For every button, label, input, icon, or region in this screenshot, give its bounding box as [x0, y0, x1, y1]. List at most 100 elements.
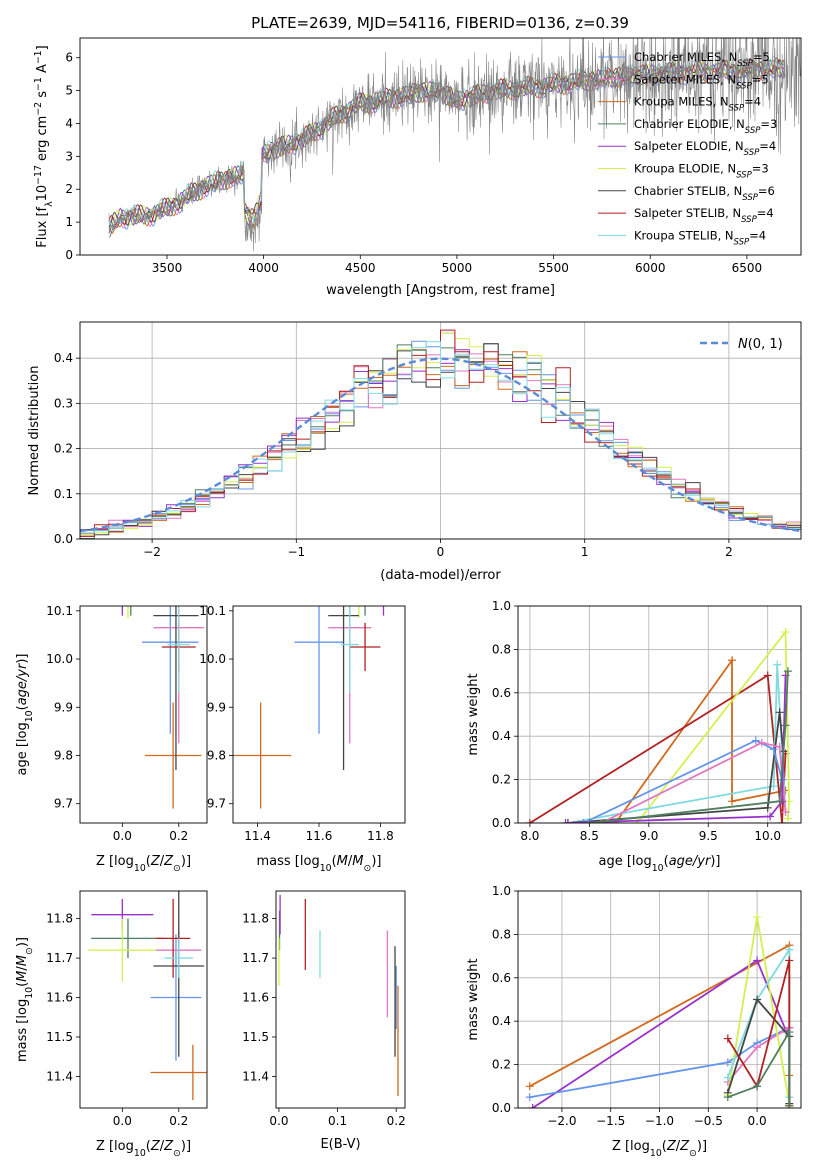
massweight-point-marker: [723, 1073, 732, 1082]
massweight-point-marker: [785, 945, 794, 954]
label-part: ]: [35, 45, 50, 50]
label-part: Kroupa ELODIE, N: [634, 162, 736, 176]
massweight-point-marker: [585, 819, 594, 823]
y-tick-label: 10.1: [199, 604, 226, 618]
x-axis-label: wavelength [Angstrom, rest frame]: [326, 283, 555, 298]
y-tick-label: 0.2: [54, 442, 73, 456]
y-tick-label: 0.4: [54, 351, 73, 365]
massweight-series-line: [727, 1028, 791, 1106]
label-part: Kroupa MILES, N: [634, 95, 729, 109]
label-part: 10: [652, 863, 664, 874]
massweight-series-line: [567, 712, 785, 823]
legend-label: Salpeter STELIB, NSSP=4: [634, 206, 774, 225]
label-part: (: [664, 854, 669, 869]
label-part: (: [332, 854, 337, 869]
label-part: /: [160, 1139, 165, 1154]
label-part: )]: [371, 854, 381, 869]
massweight-point-marker: [773, 660, 782, 669]
massweight-point-marker: [757, 738, 766, 747]
label-part: ⊙: [689, 1148, 697, 1159]
label-part: Z: [150, 1139, 161, 1154]
figure-title: PLATE=2639, MJD=54116, FIBERID=0136, z=0…: [251, 14, 629, 32]
spectrum-plot-area: [108, 38, 801, 252]
label-part: SSP: [729, 104, 745, 114]
x-tick-label: 9.5: [699, 829, 718, 843]
massweight-point-marker: [775, 797, 784, 806]
label-part: (: [15, 705, 30, 710]
label-part: )]: [15, 653, 30, 663]
label-part: Kroupa STELIB, N: [634, 228, 734, 242]
legend-label: Salpeter ELODIE, NSSP=4: [634, 139, 776, 158]
label-part: 10: [320, 863, 332, 874]
label-part: age/yr: [15, 662, 30, 705]
x-tick-label: 9.0: [639, 829, 658, 843]
normal-distribution-curve: [80, 357, 801, 533]
massweight-point-marker: [579, 819, 588, 823]
y-tick-label: 11.6: [46, 991, 73, 1005]
histogram-step-line: [80, 341, 801, 534]
y-tick-label: 1.0: [492, 884, 511, 898]
legend-label: Chabrier ELODIE, NSSP=3: [634, 117, 777, 136]
label-part: −1: [33, 50, 44, 64]
y-tick-label: 0.8: [492, 927, 511, 941]
x-tick-label: −1.5: [596, 1114, 625, 1128]
label-part: M: [352, 854, 363, 869]
label-part: Z: [163, 854, 174, 869]
x-tick-label: −1: [287, 545, 305, 559]
label-part: SSP: [736, 81, 752, 91]
axes-frame: [79, 37, 802, 256]
x-axis-label: E(B-V): [320, 1137, 360, 1152]
label-part: SSP: [737, 59, 753, 69]
label-part: s: [35, 91, 50, 102]
y-tick-label: 11.5: [46, 1030, 73, 1044]
massweight-point-marker: [783, 814, 792, 823]
y-tick-label: 0.2: [492, 773, 511, 787]
x-axis-label: Z [log10(Z/Z⊙)]: [96, 1139, 191, 1159]
axes-frame: [517, 605, 802, 824]
axes-frame: [79, 890, 208, 1109]
label-part: Z: [163, 1139, 174, 1154]
y-axis-label: mass weight: [466, 958, 481, 1040]
legend-label: Kroupa MILES, NSSP=4: [634, 95, 761, 114]
y-tick-label: 0.0: [492, 1101, 511, 1115]
y-axis-label: mass weight: [466, 673, 481, 755]
axes-frame: [232, 605, 406, 824]
label-part: /: [15, 966, 30, 971]
y-tick-label: 0.3: [54, 396, 73, 410]
x-tick-label: 0.2: [169, 829, 188, 843]
y-tick-label: 6: [65, 51, 73, 65]
y-axis-label: Flux [fλ10−17 erg cm−2 s−1 A−1]: [33, 45, 55, 247]
label-part: SSP: [742, 193, 758, 203]
massweight-plot-area: [525, 628, 794, 823]
x-tick-label: −0.5: [694, 1114, 723, 1128]
label-part: =4: [759, 139, 776, 153]
x-axis-label: (data-model)/error: [380, 568, 501, 583]
x-tick-label: 1: [581, 545, 589, 559]
label-part: λ: [44, 201, 55, 207]
label-part: Salpeter MILES, N: [634, 72, 736, 86]
label-part: (: [662, 1139, 667, 1154]
massweight-point-marker: [525, 1093, 534, 1102]
label-part: erg cm: [35, 116, 50, 165]
massweight-series-line: [532, 959, 791, 1108]
label-part: Z: [150, 854, 161, 869]
massweight-point-marker: [753, 1082, 762, 1091]
massweight-series-line: [726, 946, 791, 1098]
y-tick-label: 11.8: [242, 912, 269, 926]
label-part: SSP: [736, 171, 752, 181]
label-part: 10: [24, 987, 35, 999]
axes-frame: [79, 605, 208, 824]
massweight-plot-area: [525, 913, 794, 1108]
label-part: SSP: [741, 215, 757, 225]
y-tick-label: 11.7: [242, 951, 269, 965]
massweight-point-marker: [528, 1104, 537, 1108]
errorbar-plot-area: [121, 606, 205, 809]
x-tick-label: 0.0: [113, 1114, 132, 1128]
panel-spectrum: 3500 4000 4500 5000 5500 6000 6500 0 1 2 3 4 5 6 wavel…: [33, 37, 802, 298]
label-part: mass [log: [15, 999, 30, 1062]
y-tick-label: 0.2: [492, 1058, 511, 1072]
y-tick-label: 0.4: [492, 1014, 511, 1028]
label-part: ⊙: [173, 863, 181, 874]
y-tick-label: 9.8: [207, 748, 226, 762]
massweight-point-marker: [525, 819, 534, 823]
